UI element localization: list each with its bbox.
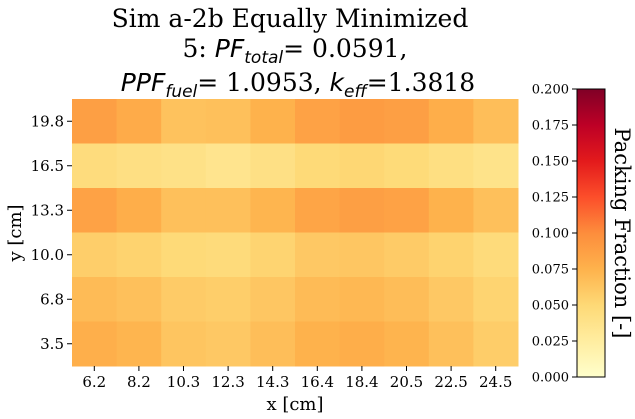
heatmap-cell [473,232,519,278]
heatmap-cell [161,277,207,322]
heatmap-cell [428,188,474,233]
heatmap-cell [295,232,341,278]
x-tick-label: 18.4 [345,373,378,391]
heatmap-cell [116,277,162,322]
heatmap-cell [116,99,162,144]
colorbar-tick-label: 0.050 [532,299,569,314]
y-axis-label: y [cm] [5,204,26,262]
heatmap-cell [72,232,118,278]
colorbar-tick-label: 0.025 [532,335,569,350]
y-tick-label: 16.5 [31,157,64,175]
y-tick-label: 13.3 [31,201,64,219]
heatmap-cell [339,321,385,367]
x-tick-label: 6.2 [82,373,106,391]
heatmap-cell [116,143,162,189]
heatmap-cell [250,277,296,322]
colorbar-ticks: 0.000 0.025 0.050 0.075 0.100 0.125 0.150 0.175… [532,83,577,386]
colorbar-tick-label: 0.200 [532,83,569,98]
title-line-2: 5: PFtotal= 0.0591, [183,34,408,68]
heatmap-cell [473,188,519,233]
heatmap-cell [295,143,341,189]
title-line-3: PPFfuel= 1.0953, keff=1.3818 [121,68,475,102]
heatmap-cell [250,143,296,189]
heatmap-cell [250,188,296,233]
colorbar-tick-label: 0.075 [532,263,569,278]
x-tick-label: 20.5 [390,373,423,391]
heatmap-cell [205,188,251,233]
heatmap-cell [384,143,430,189]
y-tick-label: 6.8 [40,290,64,308]
heatmap-cell [72,321,118,367]
heatmap-cell [339,277,385,322]
x-tick-label: 22.5 [434,373,467,391]
y-tick-label: 19.8 [31,112,64,130]
x-axis-ticks: 6.2 8.2 10.3 12.3 14.3 16.4 18.4 20.5 22.5 24.5 [82,366,512,391]
x-tick-label: 8.2 [127,373,151,391]
heatmap-cell [384,277,430,322]
heatmap-cell [473,277,519,322]
heatmap-cell [295,321,341,367]
plot-area [72,99,519,367]
heatmap-cell [161,143,207,189]
heatmap-cell [116,188,162,233]
heatmap-cell [250,232,296,278]
heatmap-cell [161,321,207,367]
colorbar-label: Packing Fraction [-] [610,128,634,339]
heatmap-cell [428,232,474,278]
x-tick-label: 24.5 [479,373,512,391]
heatmap-cell [339,232,385,278]
heatmap-cell [72,277,118,322]
heatmap-cell [428,143,474,189]
heatmap-cell [428,99,474,144]
heatmap-cell [161,99,207,144]
heatmap-cell [428,321,474,367]
chart-title: Sim a-2b Equally Minimized 5: PFtotal= 0… [112,4,476,102]
heatmap-cell [384,232,430,278]
x-tick-label: 16.4 [301,373,334,391]
colorbar [576,88,606,378]
heatmap-cell [473,321,519,367]
heatmap-cell [473,143,519,189]
title-line-1: Sim a-2b Equally Minimized [112,4,469,33]
colorbar-tick-label: 0.000 [532,371,569,386]
heatmap-cell [116,321,162,367]
heatmap-cell [250,99,296,144]
colorbar-tick-label: 0.100 [532,227,569,242]
colorbar-tick-label: 0.125 [532,191,569,206]
heatmap-cell [473,99,519,144]
x-axis-label: x [cm] [266,394,323,415]
heatmap-cell [205,321,251,367]
heatmap-cell [161,232,207,278]
heatmap-cell [295,277,341,322]
heatmap-cell [205,99,251,144]
y-tick-label: 10.0 [31,246,64,264]
x-tick-label: 10.3 [167,373,200,391]
heatmap-cell [384,99,430,144]
heatmap-cell [428,277,474,322]
colorbar-tick-label: 0.175 [532,119,569,134]
heatmap-cell [205,143,251,189]
y-tick-label: 3.5 [40,335,64,353]
y-axis-ticks: 19.8 16.5 13.3 10.0 6.8 3.5 [31,112,72,353]
x-tick-label: 14.3 [256,373,289,391]
heatmap-cell [339,99,385,144]
heatmap-cell [250,321,296,367]
heatmap-cell [161,188,207,233]
heatmap-cell [205,277,251,322]
heatmap-cell [339,188,385,233]
heatmap-cell [205,232,251,278]
heatmap-cell [116,232,162,278]
heatmap-cell [72,99,118,144]
heatmap-cell [295,188,341,233]
heatmap-cell [295,99,341,144]
x-tick-label: 12.3 [211,373,244,391]
heatmap-cell [72,188,118,233]
colorbar-tick-label: 0.150 [532,155,569,170]
heatmap-cell [384,188,430,233]
heatmap-cell [384,321,430,367]
heatmap-cell [72,143,118,189]
heatmap-cell [339,143,385,189]
